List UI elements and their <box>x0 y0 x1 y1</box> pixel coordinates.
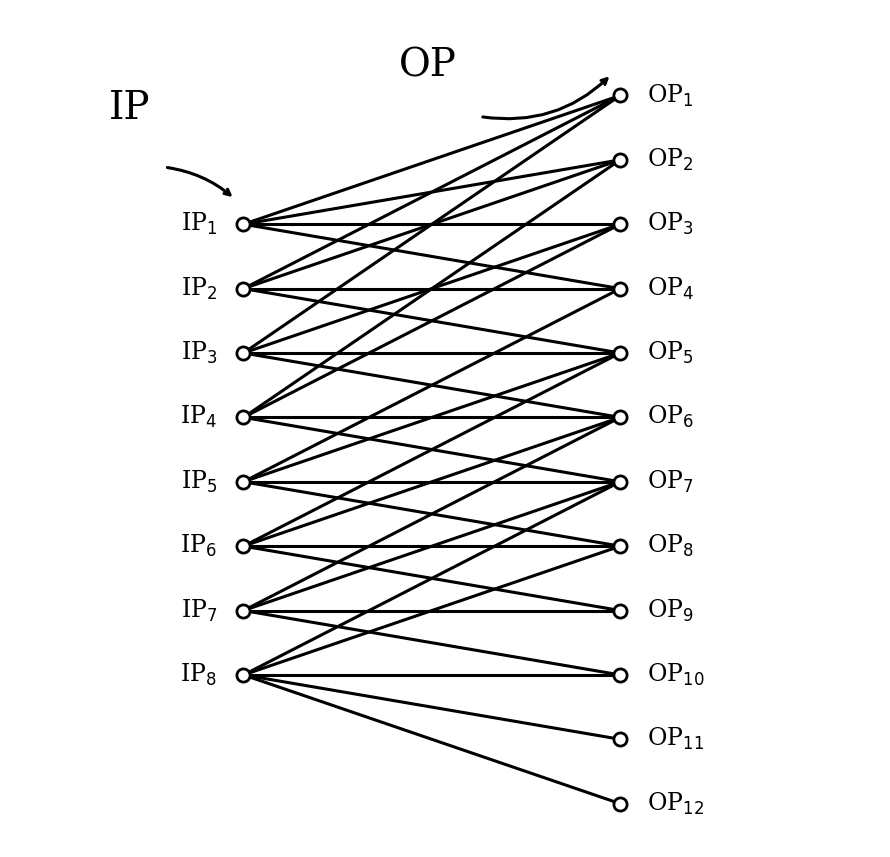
Point <box>613 797 627 811</box>
Text: IP$_{5}$: IP$_{5}$ <box>181 469 217 494</box>
Point <box>613 668 627 682</box>
Text: OP$_{4}$: OP$_{4}$ <box>646 275 693 302</box>
Point <box>613 218 627 231</box>
Text: OP$_{8}$: OP$_{8}$ <box>646 533 693 560</box>
Text: IP$_{6}$: IP$_{6}$ <box>181 533 217 560</box>
Text: OP: OP <box>399 47 457 85</box>
Text: OP$_{11}$: OP$_{11}$ <box>646 726 703 752</box>
Text: IP: IP <box>109 90 150 127</box>
Point <box>613 411 627 424</box>
Text: OP$_{10}$: OP$_{10}$ <box>646 662 704 688</box>
Text: OP$_{6}$: OP$_{6}$ <box>646 405 693 430</box>
Point <box>237 282 251 296</box>
Point <box>613 282 627 296</box>
Point <box>613 539 627 553</box>
Text: IP$_{4}$: IP$_{4}$ <box>180 405 217 430</box>
Text: OP$_{7}$: OP$_{7}$ <box>646 469 693 494</box>
Point <box>613 153 627 167</box>
Point <box>613 733 627 746</box>
Text: OP$_{5}$: OP$_{5}$ <box>646 340 693 366</box>
Text: IP$_{1}$: IP$_{1}$ <box>181 211 217 237</box>
Text: OP$_{12}$: OP$_{12}$ <box>646 791 703 817</box>
Text: OP$_{1}$: OP$_{1}$ <box>646 82 693 109</box>
Point <box>237 668 251 682</box>
Point <box>237 603 251 617</box>
Point <box>613 88 627 102</box>
Text: IP$_{8}$: IP$_{8}$ <box>181 662 217 688</box>
Point <box>613 346 627 360</box>
Text: OP$_{3}$: OP$_{3}$ <box>646 211 693 237</box>
Text: OP$_{9}$: OP$_{9}$ <box>646 597 693 624</box>
Point <box>237 218 251 231</box>
Point <box>237 539 251 553</box>
Text: IP$_{2}$: IP$_{2}$ <box>181 275 217 302</box>
Text: IP$_{3}$: IP$_{3}$ <box>181 340 217 366</box>
Point <box>237 475 251 488</box>
Text: IP$_{7}$: IP$_{7}$ <box>181 597 217 624</box>
Point <box>237 411 251 424</box>
Point <box>613 603 627 617</box>
Point <box>237 346 251 360</box>
Point <box>613 475 627 488</box>
Text: OP$_{2}$: OP$_{2}$ <box>646 147 693 173</box>
